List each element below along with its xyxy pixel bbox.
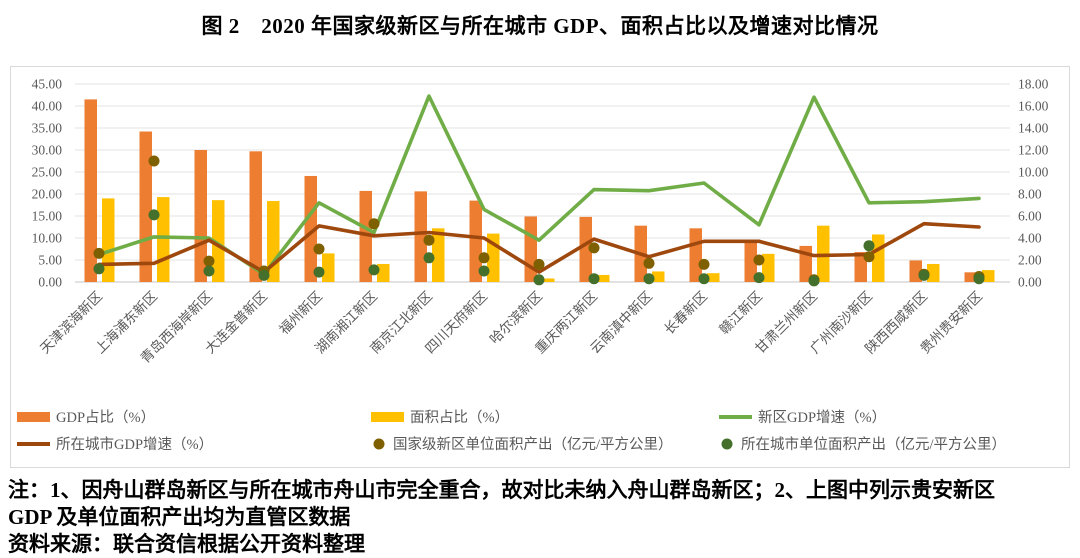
- gdp-share-bar: [579, 216, 592, 282]
- newarea-unit-output-dot: [533, 258, 545, 270]
- area-share-bar: [927, 263, 940, 282]
- city-unit-output-dot: [203, 265, 215, 277]
- legend-label: 所在城市GDP增速（%）: [56, 436, 213, 453]
- right-axis-tick: 2.00: [1018, 253, 1042, 268]
- gdp-share-bar: [304, 175, 317, 282]
- newarea-unit-output-dot: [148, 155, 160, 167]
- newarea-unit-output-dot: [863, 251, 875, 263]
- newarea-unit-output-dot: [753, 254, 765, 266]
- figure-title: 图 2 2020 年国家级新区与所在城市 GDP、面积占比以及增速对比情况: [201, 14, 879, 38]
- city-unit-output-dot: [863, 240, 875, 252]
- left-axis-tick: 35.00: [32, 121, 63, 136]
- legend-label: GDP占比（%）: [56, 409, 155, 426]
- city-unit-output-dot: [588, 273, 600, 285]
- category-label: 赣江新区: [716, 289, 765, 338]
- newarea-unit-output-dot: [588, 242, 600, 254]
- newarea-unit-output-dot: [478, 252, 490, 264]
- newarea-unit-output-dot: [313, 243, 325, 255]
- city-unit-output-dot: [808, 275, 820, 287]
- right-axis-tick: 16.00: [1018, 99, 1049, 114]
- area-share-bar: [597, 274, 610, 282]
- legend-swatch: [371, 412, 404, 422]
- gdp-share-bar: [964, 272, 977, 282]
- city-unit-output-dot: [368, 264, 380, 276]
- city-unit-output-dot: [148, 209, 160, 221]
- right-axis-tick: 4.00: [1018, 231, 1042, 246]
- newarea-unit-output-dot: [698, 258, 710, 270]
- notes-block: 注：1、因舟山群岛新区与所在城市舟山市完全重合，故对比未纳入舟山群岛新区；2、上…: [8, 477, 1028, 558]
- city-unit-output-dot: [753, 272, 765, 284]
- newarea-unit-output-dot: [203, 255, 215, 267]
- newarea-unit-output-dot: [93, 247, 105, 259]
- legend-label: 面积占比（%）: [410, 409, 509, 426]
- right-axis-tick: 14.00: [1018, 121, 1049, 136]
- legend-dot-swatch: [373, 438, 385, 450]
- area-share-bar: [157, 197, 170, 282]
- gdp-share-bar: [84, 99, 97, 283]
- newarea-unit-output-dot: [368, 218, 380, 230]
- area-share-bar: [322, 253, 335, 282]
- left-axis-tick: 30.00: [32, 143, 63, 158]
- right-axis-tick: 0.00: [1018, 275, 1042, 290]
- gdp-share-bar: [249, 151, 262, 282]
- right-axis-tick: 12.00: [1018, 143, 1049, 158]
- right-axis-tick: 18.00: [1018, 77, 1049, 92]
- area-share-bar: [542, 278, 555, 282]
- gdp-share-bar: [689, 228, 702, 282]
- city-unit-output-dot: [313, 266, 325, 278]
- left-axis-tick: 0.00: [38, 275, 62, 290]
- gdp-share-bar: [469, 200, 482, 282]
- left-axis-tick: 40.00: [32, 99, 63, 114]
- city-unit-output-dot: [698, 273, 710, 285]
- area-share-bar: [102, 198, 115, 282]
- area-share-bar: [432, 228, 445, 282]
- gdp-share-bar: [524, 216, 537, 282]
- legend-dot-swatch: [721, 438, 733, 450]
- area-share-bar: [707, 273, 720, 282]
- gdp-share-bar: [194, 150, 207, 282]
- newarea-unit-output-dot: [423, 234, 435, 246]
- category-label: 哈尔滨新区: [487, 289, 545, 347]
- city-unit-output-dot: [973, 273, 985, 285]
- city-unit-output-dot: [93, 263, 105, 275]
- gdp-share-bar: [854, 252, 867, 282]
- city-unit-output-dot: [478, 265, 490, 277]
- left-axis-tick: 15.00: [32, 209, 63, 224]
- city-unit-output-dot: [643, 273, 655, 285]
- city-unit-output-dot: [423, 252, 435, 264]
- area-share-bar: [762, 253, 775, 282]
- right-axis-tick: 8.00: [1018, 187, 1042, 202]
- left-axis-tick: 25.00: [32, 165, 63, 180]
- legend-label: 国家级新区单位面积产出（亿元/平方公里）: [393, 436, 673, 453]
- category-label: 长春新区: [661, 289, 710, 338]
- chart-area: 0.00 5.00 10.00 15.00 20.00 25.00 30.00 35.00 40…: [10, 66, 1070, 468]
- legend-label: 新区GDP增速（%）: [758, 409, 886, 426]
- left-axis-tick: 5.00: [38, 253, 62, 268]
- area-share-bar: [377, 263, 390, 282]
- source-note: 资料来源：联合资信根据公开资料整理: [8, 532, 365, 556]
- city-gdp-growth-line: [97, 221, 981, 274]
- gdp-share-bar: [139, 131, 152, 282]
- right-axis-tick: 6.00: [1018, 209, 1042, 224]
- left-axis-tick: 45.00: [32, 77, 63, 92]
- newarea-gdp-growth-line: [97, 94, 981, 277]
- gdp-share-bar: [359, 190, 372, 282]
- city-unit-output-dot: [918, 269, 930, 281]
- chart-note: 注：1、因舟山群岛新区与所在城市舟山市完全重合，故对比未纳入舟山群岛新区；2、上…: [8, 478, 995, 529]
- left-axis-tick: 20.00: [32, 187, 63, 202]
- legend-swatch: [17, 412, 50, 422]
- city-unit-output-dot: [258, 269, 270, 281]
- area-share-bar: [982, 270, 995, 282]
- left-axis-tick: 10.00: [32, 231, 63, 246]
- legend-label: 所在城市单位面积产出（亿元/平方公里）: [741, 436, 1006, 453]
- city-unit-output-dot: [533, 274, 545, 286]
- gdp-share-bar: [744, 240, 757, 282]
- area-share-bar: [652, 271, 665, 282]
- combo-chart: 0.00 5.00 10.00 15.00 20.00 25.00 30.00 35.00 40…: [17, 77, 1049, 453]
- newarea-unit-output-dot: [643, 257, 655, 269]
- area-share-bar: [212, 200, 225, 282]
- category-label: 福州新区: [276, 289, 325, 338]
- right-axis-tick: 10.00: [1018, 165, 1049, 180]
